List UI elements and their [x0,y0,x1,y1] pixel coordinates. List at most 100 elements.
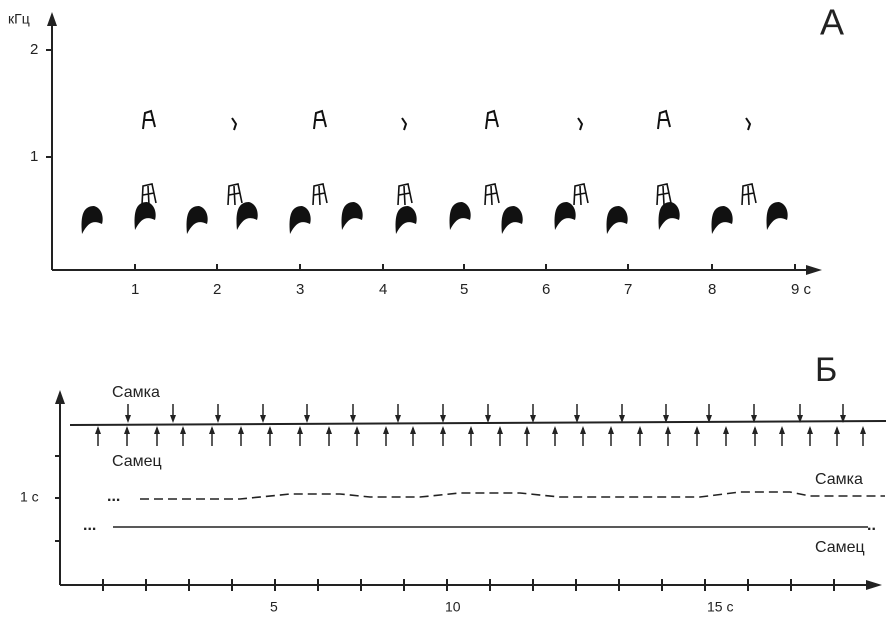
time-line [69,420,887,426]
arrowhead [395,415,401,423]
arrow [47,12,57,26]
arrowhead [751,415,757,423]
dots: ... [107,488,120,505]
male-syllable [81,206,103,234]
arrowhead [267,426,273,434]
arrowhead [180,426,186,434]
arrowhead [694,426,700,434]
female-upper [142,109,156,130]
arrow [55,390,65,404]
arrowhead [580,426,586,434]
arrowhead [608,426,614,434]
x-tick-label: 8 [708,281,716,298]
arrowhead [663,415,669,423]
label-male: Самец [112,453,162,470]
arrowhead [124,426,130,434]
y-tick-label: 2 [30,41,38,58]
arrowhead [807,426,813,434]
arrowhead [723,426,729,434]
male-syllable [341,202,363,230]
arrowhead [619,415,625,423]
x-tick-label: 5 [270,599,278,615]
y-tick-label: 1 с [20,489,39,505]
x-tick-label: 6 [542,281,550,298]
arrowhead [468,426,474,434]
male-syllable [134,202,156,230]
arrowhead [304,415,310,423]
y-tick-label: 1 [30,148,38,165]
male-syllable [554,202,576,230]
female-upper [485,109,499,130]
female-upper [231,117,238,131]
y-unit: кГц [8,11,30,27]
female-harmonic [573,183,589,206]
arrowhead [354,426,360,434]
male-syllable [186,206,208,234]
arrowhead [95,426,101,434]
female-upper [577,117,584,131]
arrowhead [574,415,580,423]
male-syllable [501,206,523,234]
female-upper [745,117,752,131]
x-tick-label: 10 [445,599,461,615]
label-female: Самка [112,384,160,401]
x-tick-label: 2 [213,281,221,298]
arrowhead [260,415,266,423]
x-tick-label: 9 с [791,281,812,298]
arrowhead [440,426,446,434]
arrowhead [209,426,215,434]
female-harmonic [656,183,672,206]
arrowhead [665,426,671,434]
male-line-label: Самец [815,539,865,556]
x-tick-label: 4 [379,281,387,298]
arrow [866,580,882,590]
panel-label: Б [815,351,837,389]
arrowhead [383,426,389,434]
female-harmonic [227,183,243,206]
female-line [140,491,885,500]
arrowhead [326,426,332,434]
x-tick-label: 7 [624,281,632,298]
panel-label: А [820,2,844,43]
arrowhead [440,415,446,423]
arrowhead [530,415,536,423]
arrowhead [497,426,503,434]
x-tick-label: 5 [460,281,468,298]
arrowhead [797,415,803,423]
arrowhead [297,426,303,434]
x-tick-label: 1 [131,281,139,298]
female-upper [401,117,408,131]
arrowhead [238,426,244,434]
arrowhead [410,426,416,434]
x-tick-label: 3 [296,281,304,298]
male-syllable [395,206,417,234]
arrowhead [860,426,866,434]
arrow [806,265,822,275]
female-upper [313,109,327,130]
male-syllable [289,206,311,234]
male-syllable [658,202,680,230]
arrowhead [637,426,643,434]
dots: .. [867,517,876,534]
male-syllable [766,202,788,230]
female-line-label: Самка [815,471,863,488]
female-harmonic [141,183,157,206]
female-harmonic [397,183,413,206]
arrows [95,404,866,446]
arrowhead [779,426,785,434]
male-syllable [606,206,628,234]
arrowhead [706,415,712,423]
arrowhead [524,426,530,434]
arrowhead [125,415,131,423]
arrowhead [840,415,846,423]
female-upper [657,109,671,130]
male-syllable [236,202,258,230]
arrowhead [154,426,160,434]
arrowhead [485,415,491,423]
male-syllable [711,206,733,234]
male-syllable [449,202,471,230]
arrowhead [170,415,176,423]
arrowhead [752,426,758,434]
arrowhead [552,426,558,434]
